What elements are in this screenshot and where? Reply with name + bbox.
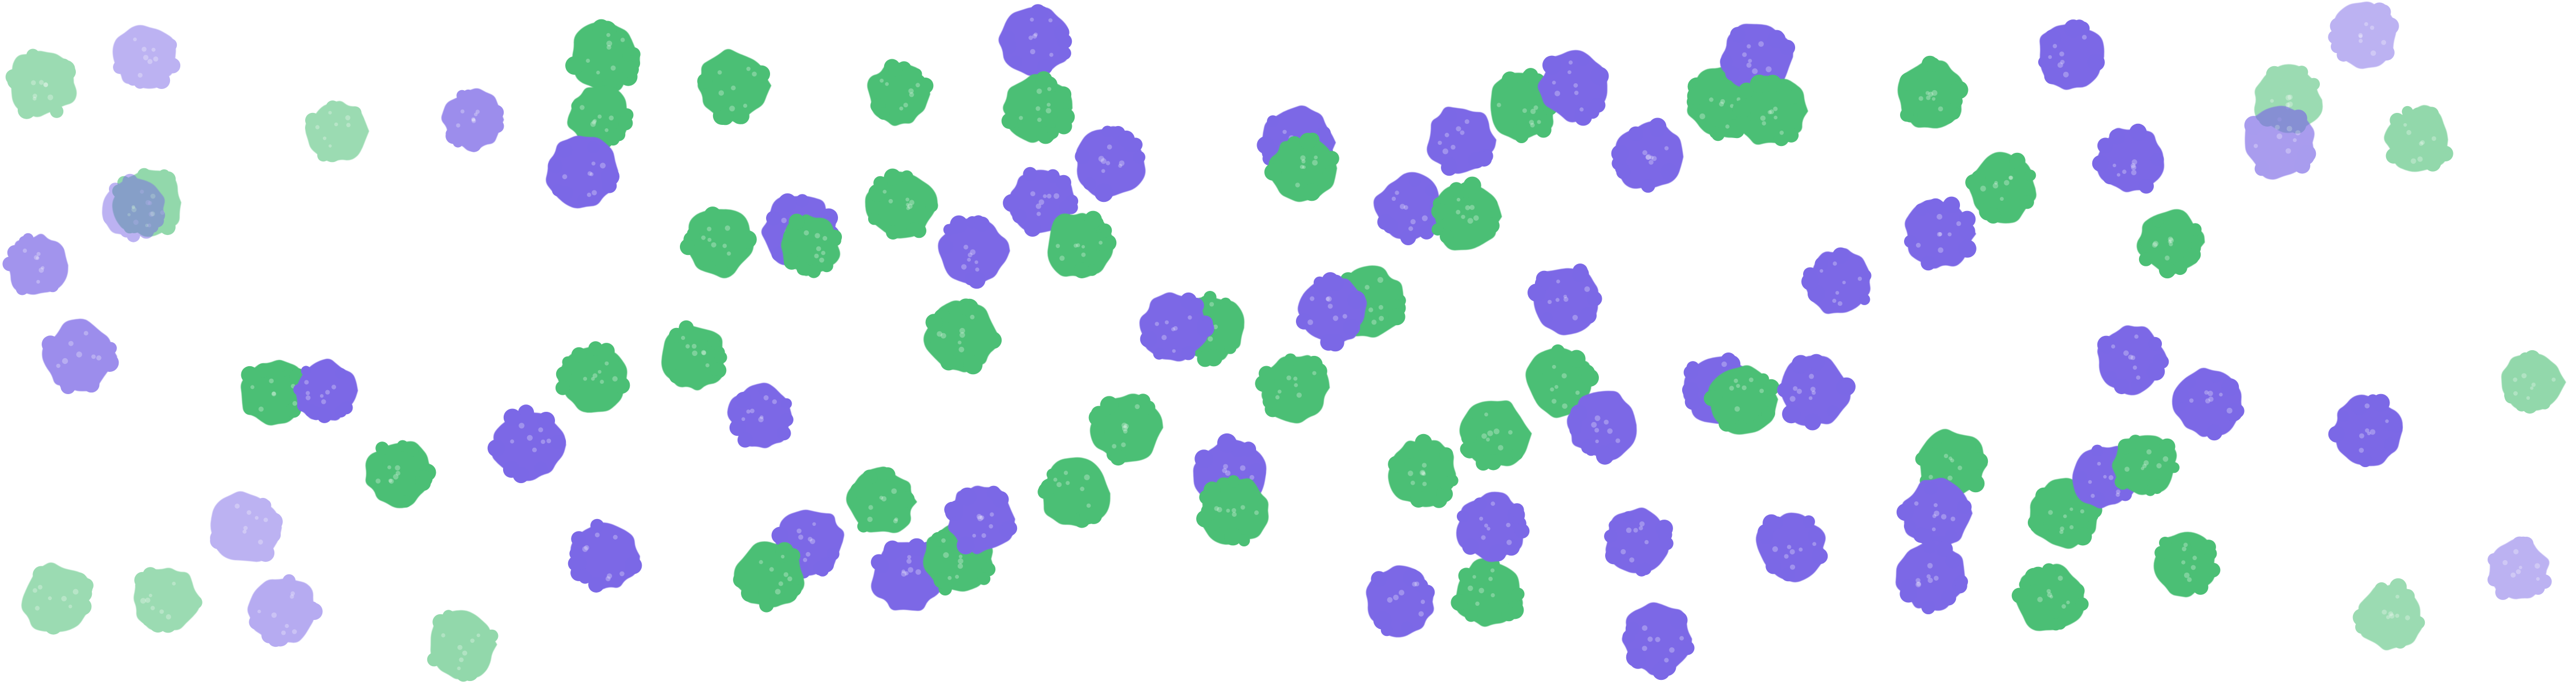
purple-protein-blob xyxy=(2,233,68,295)
purple-protein-blob xyxy=(998,4,1072,76)
green-protein-blob xyxy=(924,298,1002,375)
green-protein-blob xyxy=(2501,350,2566,414)
green-protein-blob xyxy=(733,541,805,613)
purple-protein-blob xyxy=(1537,50,1609,126)
purple-protein-blob xyxy=(293,359,358,423)
purple-protein-blob xyxy=(487,404,566,484)
purple-protein-blob xyxy=(1295,272,1367,352)
green-protein-blob xyxy=(1965,152,2036,224)
purple-protein-blob xyxy=(545,135,619,209)
purple-protein-blob xyxy=(2092,123,2164,194)
green-protein-blob xyxy=(1001,71,1075,144)
green-protein-blob xyxy=(1088,394,1164,466)
purple-protein-blob xyxy=(1896,477,1972,554)
purple-protein-blob xyxy=(1366,565,1435,638)
purple-protein-blob xyxy=(102,173,165,242)
purple-protein-blob xyxy=(1373,172,1442,245)
purple-protein-blob xyxy=(2244,106,2316,180)
purple-protein-blob xyxy=(210,491,283,562)
green-protein-blob xyxy=(1451,557,1525,627)
green-protein-blob xyxy=(1047,210,1117,278)
green-protein-blob xyxy=(1431,176,1502,250)
purple-protein-blob xyxy=(1904,196,1976,271)
green-protein-blob xyxy=(1703,365,1780,435)
green-protein-blob xyxy=(1459,400,1532,471)
green-protein-blob xyxy=(5,48,77,119)
green-protein-blob xyxy=(2112,435,2180,496)
purple-protein-blob xyxy=(1777,354,1856,431)
green-protein-blob xyxy=(1038,457,1111,528)
purple-protein-blob xyxy=(1527,264,1602,335)
purple-protein-blob xyxy=(2328,394,2403,467)
green-protein-blob xyxy=(1196,475,1269,546)
green-protein-blob xyxy=(865,168,938,240)
green-protein-blob xyxy=(1388,433,1459,508)
green-protein-blob xyxy=(846,467,917,533)
purple-protein-blob xyxy=(42,318,119,395)
purple-protein-blob xyxy=(1139,292,1214,362)
purple-protein-blob xyxy=(2172,367,2245,441)
green-protein-blob xyxy=(1732,74,1808,147)
green-protein-blob xyxy=(1897,55,1969,129)
green-protein-blob xyxy=(2352,578,2425,651)
green-protein-blob xyxy=(697,48,772,125)
green-protein-blob xyxy=(2384,105,2453,172)
purple-protein-blob xyxy=(1604,507,1674,577)
green-protein-blob xyxy=(133,567,202,633)
purple-protein-blob xyxy=(727,383,793,448)
purple-protein-blob xyxy=(112,25,181,89)
green-protein-blob xyxy=(241,360,306,425)
green-protein-blob xyxy=(679,206,757,278)
purple-protein-blob xyxy=(1567,391,1637,465)
purple-protein-blob xyxy=(1075,125,1146,202)
green-protein-blob xyxy=(305,100,370,163)
purple-protein-blob xyxy=(247,574,323,647)
green-protein-blob xyxy=(1255,353,1330,424)
green-protein-blob xyxy=(2153,532,2221,598)
green-protein-blob xyxy=(1525,344,1599,418)
purple-protein-blob xyxy=(568,518,642,593)
green-protein-blob xyxy=(365,440,436,508)
green-protein-blob xyxy=(21,562,94,635)
purple-protein-blob xyxy=(2038,19,2105,90)
purple-protein-blob xyxy=(1456,492,1530,562)
purple-protein-blob xyxy=(1895,540,1969,614)
green-protein-blob xyxy=(565,19,641,96)
green-protein-blob xyxy=(2136,209,2205,279)
purple-protein-blob xyxy=(1756,512,1828,582)
green-protein-blob xyxy=(867,59,934,126)
purple-protein-blob xyxy=(2487,536,2552,600)
green-protein-blob xyxy=(555,341,630,413)
green-protein-blob xyxy=(2011,563,2089,631)
purple-protein-blob xyxy=(1611,117,1684,193)
green-protein-blob xyxy=(661,320,727,391)
purple-protein-blob xyxy=(2097,325,2169,395)
purple-protein-blob xyxy=(1801,247,1872,314)
purple-protein-blob xyxy=(1622,602,1695,680)
purple-protein-blob xyxy=(441,88,504,152)
green-protein-blob xyxy=(567,86,634,152)
green-protein-blob xyxy=(1264,132,1339,202)
purple-protein-blob xyxy=(938,215,1010,289)
purple-protein-blob xyxy=(944,485,1018,554)
purple-protein-blob xyxy=(2328,1,2399,69)
purple-protein-blob xyxy=(1427,107,1497,176)
green-protein-blob xyxy=(781,213,842,278)
green-protein-blob xyxy=(427,610,499,682)
